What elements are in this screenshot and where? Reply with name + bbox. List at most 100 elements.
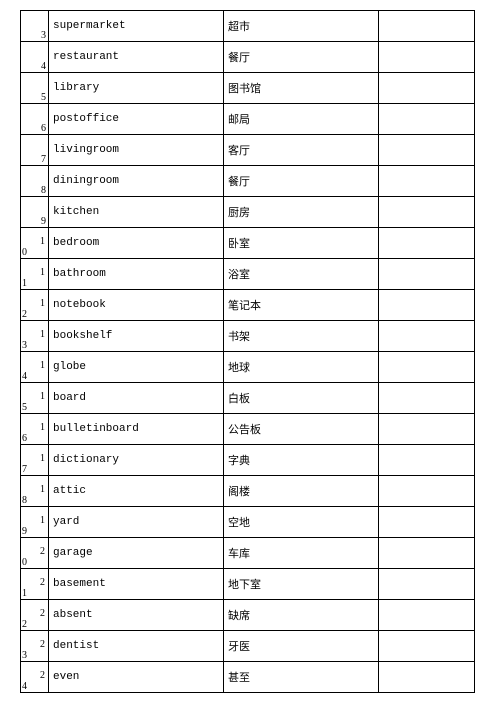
row-number-d2: 7 [21, 465, 46, 476]
english-word: garage [49, 538, 224, 569]
table-row: 20garage车库 [21, 538, 475, 569]
chinese-translation: 缺席 [224, 600, 379, 631]
english-word: board [49, 383, 224, 414]
english-word: attic [49, 476, 224, 507]
row-number-d1: 1 [21, 485, 46, 496]
english-word: supermarket [49, 11, 224, 42]
row-number: 19 [21, 507, 49, 538]
row-number-d2: 3 [21, 651, 46, 662]
table-row: 7livingroom客厅 [21, 135, 475, 166]
row-number-d2: 1 [21, 589, 46, 600]
blank-cell [379, 166, 475, 197]
row-number: 20 [21, 538, 49, 569]
row-number: 11 [21, 259, 49, 290]
chinese-translation: 甚至 [224, 662, 379, 693]
row-number: 4 [21, 42, 49, 73]
english-word: bookshelf [49, 321, 224, 352]
blank-cell [379, 135, 475, 166]
row-number-d1: 1 [21, 516, 46, 527]
english-word: even [49, 662, 224, 693]
table-row: 18attic阁楼 [21, 476, 475, 507]
row-number: 13 [21, 321, 49, 352]
table-body: 3supermarket超市4restaurant餐厅5library图书馆6p… [21, 11, 475, 693]
chinese-translation: 图书馆 [224, 73, 379, 104]
row-number: 23 [21, 631, 49, 662]
english-word: restaurant [49, 42, 224, 73]
blank-cell [379, 662, 475, 693]
chinese-translation: 空地 [224, 507, 379, 538]
table-row: 8diningroom餐厅 [21, 166, 475, 197]
blank-cell [379, 42, 475, 73]
blank-cell [379, 290, 475, 321]
row-number-d1: 1 [21, 330, 46, 341]
english-word: dentist [49, 631, 224, 662]
chinese-translation: 白板 [224, 383, 379, 414]
row-number-d1: 1 [21, 299, 46, 310]
blank-cell [379, 414, 475, 445]
row-number: 16 [21, 414, 49, 445]
table-row: 9kitchen厨房 [21, 197, 475, 228]
chinese-translation: 车库 [224, 538, 379, 569]
row-number-d1: 2 [21, 640, 46, 651]
row-number-d2: 6 [21, 434, 46, 445]
table-row: 21basement地下室 [21, 569, 475, 600]
blank-cell [379, 445, 475, 476]
row-number: 21 [21, 569, 49, 600]
chinese-translation: 餐厅 [224, 166, 379, 197]
english-word: notebook [49, 290, 224, 321]
row-number: 3 [21, 11, 49, 42]
row-number: 8 [21, 166, 49, 197]
row-number-d1: 1 [21, 361, 46, 372]
row-number-d1: 2 [21, 609, 46, 620]
english-word: bathroom [49, 259, 224, 290]
english-word: bedroom [49, 228, 224, 259]
row-number-d1: 2 [21, 547, 46, 558]
table-row: 13bookshelf书架 [21, 321, 475, 352]
row-number-d2: 2 [21, 310, 46, 321]
english-word: yard [49, 507, 224, 538]
vocabulary-table: 3supermarket超市4restaurant餐厅5library图书馆6p… [20, 10, 475, 693]
row-number-d1: 2 [21, 671, 46, 682]
chinese-translation: 地下室 [224, 569, 379, 600]
table-row: 3supermarket超市 [21, 11, 475, 42]
chinese-translation: 卧室 [224, 228, 379, 259]
row-number: 22 [21, 600, 49, 631]
table-row: 14globe地球 [21, 352, 475, 383]
row-number: 5 [21, 73, 49, 104]
row-number: 15 [21, 383, 49, 414]
table-row: 17dictionary字典 [21, 445, 475, 476]
chinese-translation: 餐厅 [224, 42, 379, 73]
chinese-translation: 笔记本 [224, 290, 379, 321]
blank-cell [379, 321, 475, 352]
row-number-d2: 9 [21, 527, 46, 538]
table-row: 4restaurant餐厅 [21, 42, 475, 73]
table-row: 11bathroom浴室 [21, 259, 475, 290]
table-row: 10bedroom卧室 [21, 228, 475, 259]
english-word: kitchen [49, 197, 224, 228]
chinese-translation: 浴室 [224, 259, 379, 290]
row-number-d1: 1 [21, 268, 46, 279]
blank-cell [379, 383, 475, 414]
row-number-d2: 5 [21, 403, 46, 414]
table-row: 24even甚至 [21, 662, 475, 693]
blank-cell [379, 352, 475, 383]
row-number-d2: 4 [21, 372, 46, 383]
blank-cell [379, 476, 475, 507]
blank-cell [379, 631, 475, 662]
english-word: dictionary [49, 445, 224, 476]
table-row: 19yard空地 [21, 507, 475, 538]
chinese-translation: 厨房 [224, 197, 379, 228]
row-number-d2: 3 [21, 341, 46, 352]
blank-cell [379, 259, 475, 290]
row-number-d2: 1 [21, 279, 46, 290]
table-row: 5library图书馆 [21, 73, 475, 104]
blank-cell [379, 538, 475, 569]
row-number: 14 [21, 352, 49, 383]
blank-cell [379, 600, 475, 631]
english-word: bulletinboard [49, 414, 224, 445]
row-number-d2: 8 [21, 496, 46, 507]
row-number-d1: 1 [21, 392, 46, 403]
row-number-d1: 1 [21, 423, 46, 434]
blank-cell [379, 73, 475, 104]
chinese-translation: 客厅 [224, 135, 379, 166]
